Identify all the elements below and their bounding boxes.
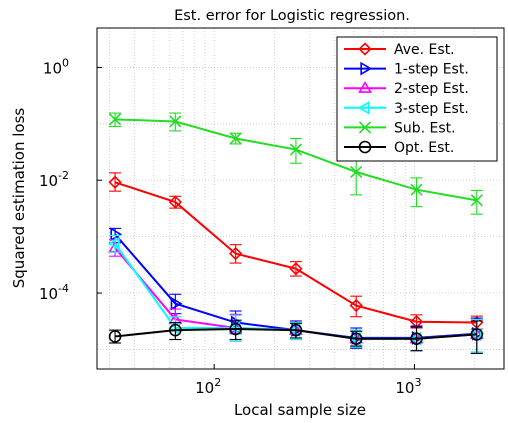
series-1: [108, 172, 484, 330]
data-point: [108, 330, 122, 343]
legend-entry: Sub. Est.: [344, 120, 456, 136]
data-point: [350, 165, 363, 179]
data-point: [108, 175, 122, 189]
data-point: [228, 321, 241, 335]
data-point: [229, 322, 242, 336]
marker-stroke: [229, 132, 242, 145]
marker-stroke: [350, 165, 363, 179]
data-point: [169, 323, 182, 337]
chart-title: Est. error for Logistic regression.: [174, 8, 410, 24]
legend-label: Sub. Est.: [394, 120, 456, 136]
data-point: [470, 328, 484, 341]
marker-stroke: [108, 113, 122, 126]
data-point: [229, 246, 243, 261]
legend-marker: [358, 42, 372, 56]
legend-label: 2-step Est.: [394, 81, 469, 97]
data-point: [410, 332, 423, 346]
error-bar: [109, 234, 122, 253]
data-point: [289, 262, 303, 276]
data-point: [349, 298, 363, 313]
series-layer: [107, 112, 484, 354]
error-bar: [109, 329, 122, 344]
data-point: [168, 195, 182, 209]
error-bar: [470, 189, 483, 215]
legend-marker: [360, 61, 373, 76]
data-point: [469, 327, 482, 342]
marker-stroke: [289, 143, 302, 156]
marker-stroke: [470, 194, 483, 207]
legend-entry: 3-step Est.: [344, 101, 469, 117]
data-point: [349, 332, 363, 346]
legend-box: [336, 36, 498, 162]
x-axis-label: Local sample size: [234, 401, 366, 419]
data-point: [169, 115, 182, 128]
data-point: [289, 323, 303, 337]
legend-entry: 2-step Est.: [344, 81, 469, 97]
legend-label: Ave. Est.: [394, 42, 455, 58]
data-point: [229, 132, 242, 145]
data-point: [470, 194, 483, 207]
data-point: [289, 143, 302, 156]
error-bar: [470, 320, 483, 354]
data-point: [107, 236, 120, 251]
legend-marker: [358, 121, 372, 134]
marker-stroke: [169, 115, 182, 128]
legend-entry: 1-step Est.: [344, 62, 469, 78]
plot-frame: [96, 27, 505, 370]
legend-label: Opt. Est.: [394, 140, 454, 156]
legend-label: 1-step Est.: [394, 62, 469, 78]
marker-stroke: [410, 183, 423, 196]
data-point: [108, 113, 122, 126]
legend: Ave. Est. 1-step Est. 2-step Est. 3-step Es…: [336, 36, 498, 162]
legend-marker: [357, 100, 370, 115]
legend-marker: [358, 140, 372, 154]
legend-label: 3-step Est.: [394, 101, 469, 117]
series-6: [108, 319, 484, 354]
marker-stroke: [358, 121, 372, 134]
error-bar: [289, 137, 302, 164]
legend-entry: Ave. Est.: [344, 42, 455, 58]
data-point: [170, 296, 183, 311]
legend-marker: [358, 81, 372, 93]
legend-entry: Opt. Est.: [344, 140, 454, 156]
data-point: [110, 227, 123, 242]
y-axis-label: Squared estimation loss: [10, 108, 28, 289]
error-bar: [410, 326, 423, 352]
error-bar: [410, 177, 423, 208]
data-point: [410, 183, 423, 196]
